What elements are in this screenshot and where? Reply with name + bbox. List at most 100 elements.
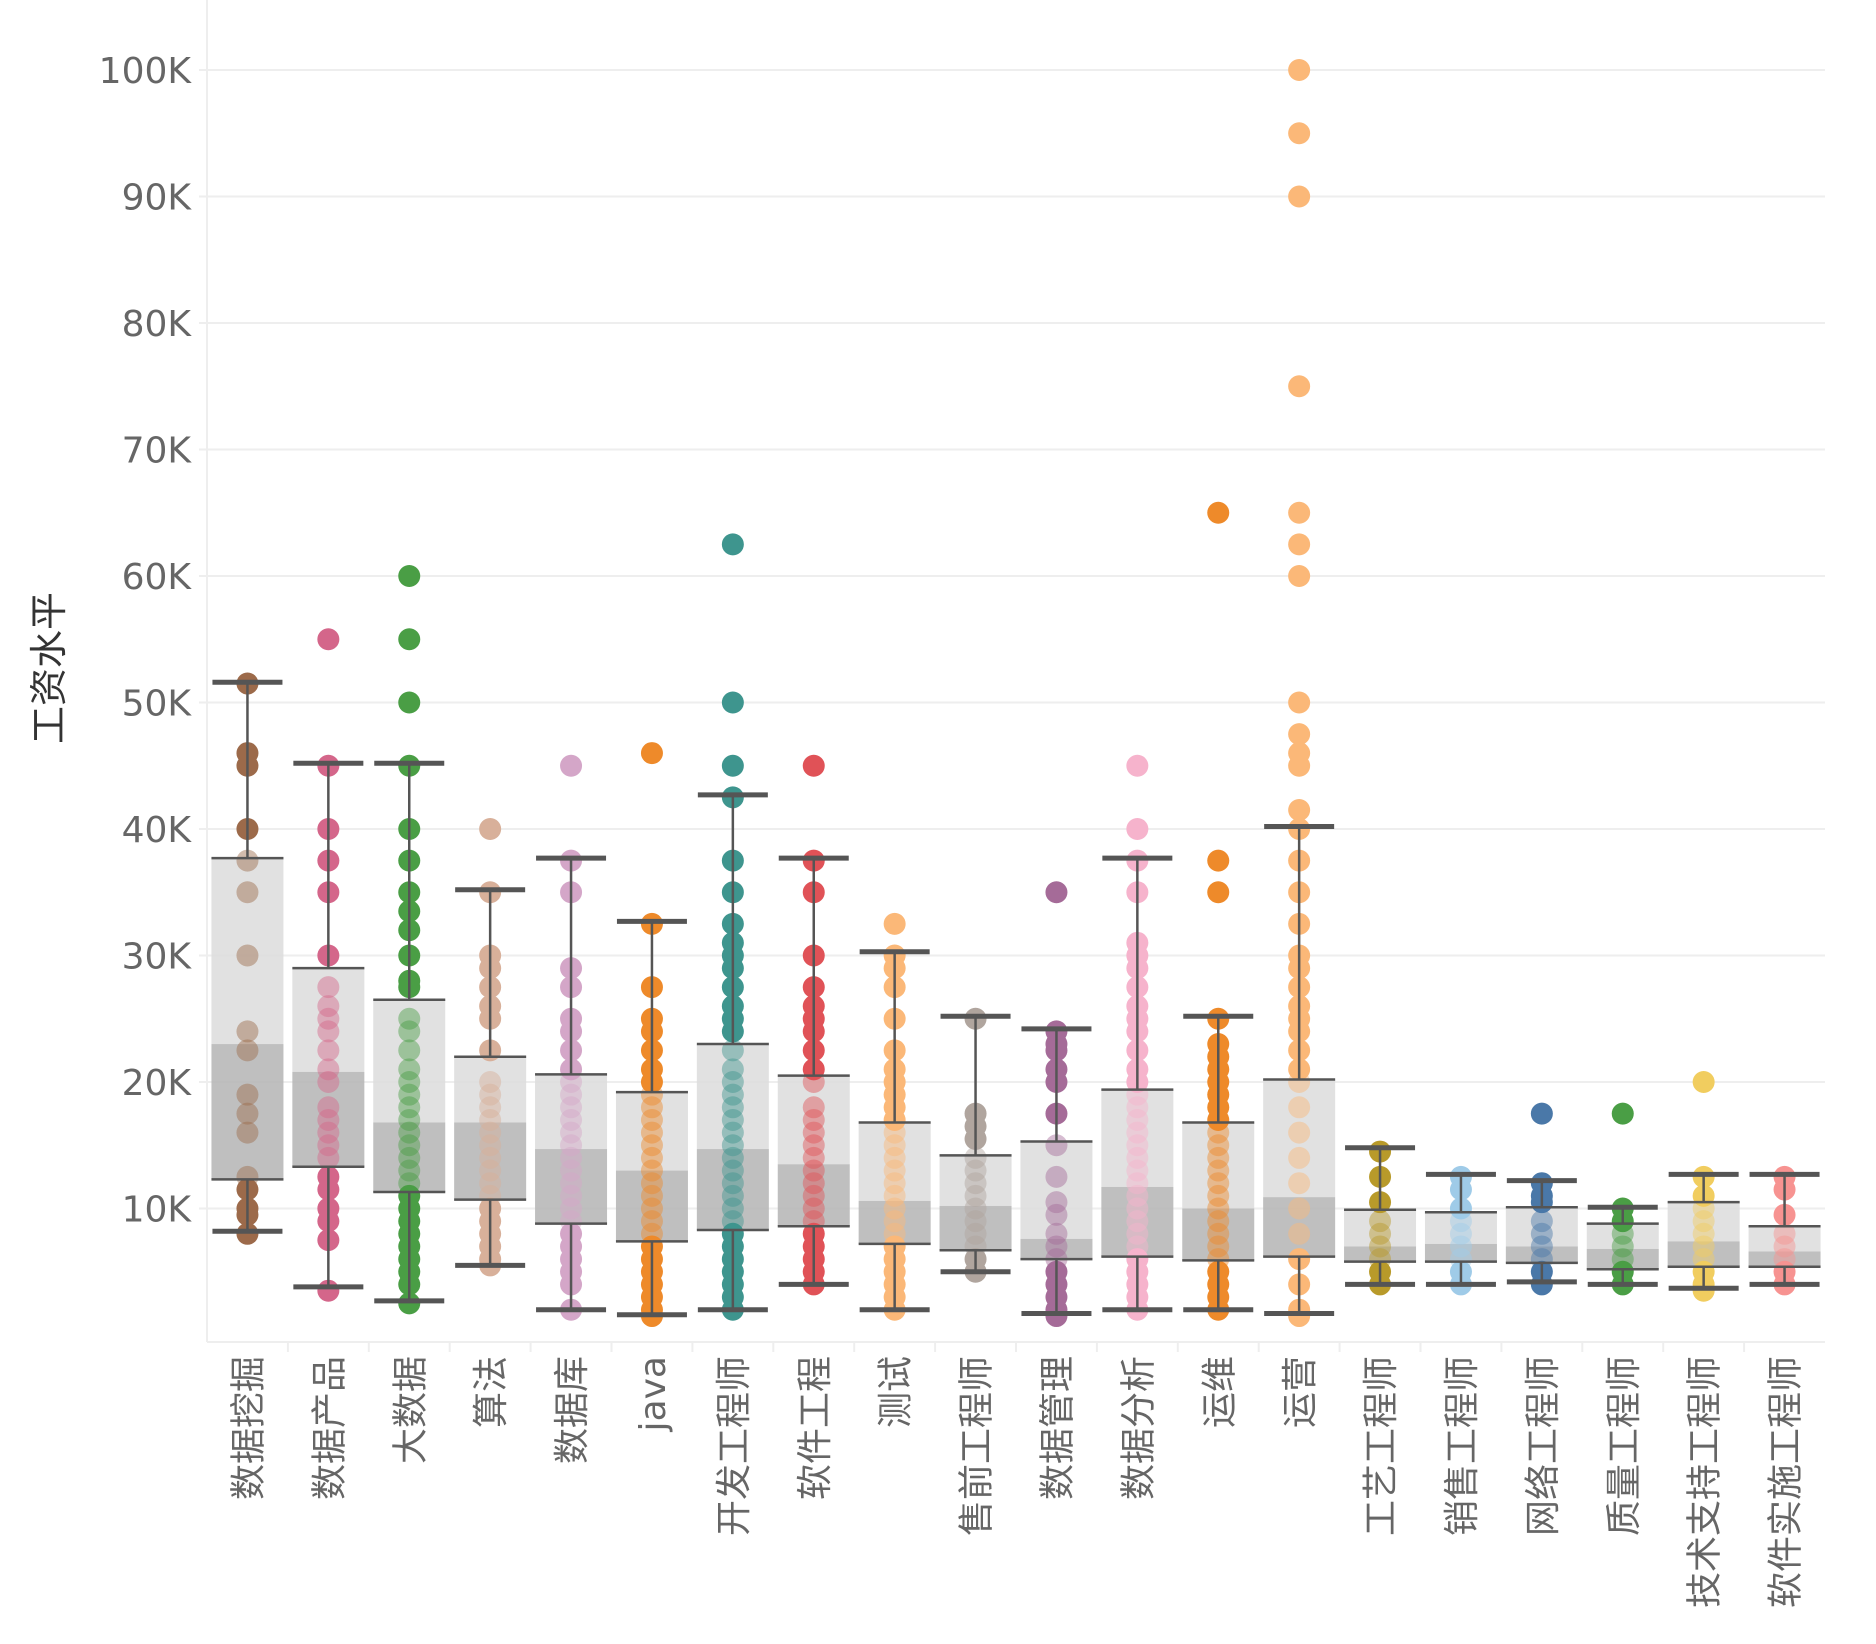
data-point xyxy=(560,1146,583,1169)
data-point xyxy=(398,1159,421,1182)
data-point xyxy=(479,1121,502,1144)
x-category-label: 软件实施工程师 xyxy=(1766,1356,1807,1608)
data-point xyxy=(479,1108,502,1131)
x-category-label: 运营 xyxy=(1280,1356,1321,1428)
data-point xyxy=(1126,1197,1149,1220)
data-point xyxy=(1207,1235,1230,1258)
y-axis-title: 工资水平 xyxy=(27,592,71,744)
data-point xyxy=(883,1146,906,1169)
data-point xyxy=(1288,533,1311,556)
data-point xyxy=(1207,501,1230,524)
data-point xyxy=(964,1222,987,1245)
box-lower xyxy=(1748,1251,1821,1267)
box-upper xyxy=(858,1122,931,1201)
data-point xyxy=(1692,1071,1715,1093)
data-point xyxy=(317,1121,340,1144)
data-point xyxy=(1126,1121,1149,1144)
data-point xyxy=(721,1172,744,1195)
box-lower xyxy=(373,1122,446,1193)
box-upper xyxy=(454,1056,527,1123)
data-point xyxy=(1530,1235,1553,1258)
x-category-label: java xyxy=(633,1356,674,1432)
data-point xyxy=(802,1146,825,1169)
data-point xyxy=(560,1071,583,1093)
data-point xyxy=(1207,849,1230,872)
data-point xyxy=(1692,1235,1715,1258)
y-tick-label: 70K xyxy=(122,431,193,472)
box-upper xyxy=(292,968,365,1072)
data-point xyxy=(1126,818,1149,840)
data-point xyxy=(398,1083,421,1106)
data-point xyxy=(1045,1235,1068,1258)
data-point xyxy=(1449,1210,1472,1233)
y-tick-label: 50K xyxy=(122,684,193,725)
data-point xyxy=(398,1071,421,1093)
box-upper xyxy=(373,999,446,1123)
data-point xyxy=(1530,1102,1553,1125)
data-point xyxy=(1045,1191,1068,1214)
data-point xyxy=(964,1159,987,1182)
data-point xyxy=(1530,1210,1553,1233)
data-point xyxy=(721,1108,744,1131)
data-point xyxy=(1692,1222,1715,1245)
data-point xyxy=(1207,1159,1230,1182)
data-point xyxy=(560,1159,583,1182)
data-point xyxy=(640,1159,663,1182)
data-point xyxy=(317,1071,340,1093)
data-point xyxy=(1611,1235,1634,1258)
box-lower xyxy=(292,1071,365,1167)
box-upper xyxy=(535,1074,608,1150)
data-point xyxy=(236,1020,259,1043)
box-lower xyxy=(777,1164,850,1227)
data-point xyxy=(802,1096,825,1119)
data-point xyxy=(479,1134,502,1157)
data-point xyxy=(398,628,421,651)
data-point xyxy=(398,1134,421,1157)
box-lower xyxy=(696,1149,769,1231)
data-point xyxy=(1369,1235,1392,1258)
data-point xyxy=(1045,1222,1068,1245)
data-point xyxy=(479,1159,502,1182)
data-point xyxy=(1530,1273,1553,1296)
data-point xyxy=(883,1210,906,1233)
data-point xyxy=(398,1020,421,1043)
data-point xyxy=(721,533,744,556)
data-point xyxy=(1126,1184,1149,1207)
y-tick-label: 90K xyxy=(122,178,193,219)
data-point xyxy=(883,1159,906,1182)
data-point xyxy=(640,1172,663,1195)
data-point xyxy=(317,995,340,1018)
data-point xyxy=(1207,1146,1230,1169)
data-point xyxy=(1126,1108,1149,1131)
data-point xyxy=(1207,1121,1230,1144)
data-point xyxy=(721,1071,744,1093)
data-point xyxy=(640,1210,663,1233)
data-point xyxy=(236,944,259,967)
data-point xyxy=(1288,565,1311,587)
data-point xyxy=(1126,1146,1149,1169)
data-point xyxy=(560,1184,583,1207)
x-category-label: 开发工程师 xyxy=(714,1356,755,1536)
data-point xyxy=(1288,1197,1311,1220)
data-point xyxy=(236,1121,259,1144)
data-point xyxy=(964,1184,987,1207)
data-point xyxy=(236,1102,259,1125)
box-lower xyxy=(211,1044,284,1180)
data-point xyxy=(640,1146,663,1169)
data-point xyxy=(1126,1172,1149,1195)
box-lower xyxy=(535,1149,608,1224)
data-point xyxy=(398,1292,421,1315)
data-point xyxy=(398,1058,421,1081)
data-point xyxy=(1692,1279,1715,1302)
data-point xyxy=(721,754,744,777)
data-point xyxy=(721,691,744,714)
y-tick-label: 40K xyxy=(122,810,193,851)
data-point xyxy=(479,1146,502,1169)
box-upper xyxy=(1101,1089,1174,1187)
data-point xyxy=(398,565,421,587)
data-point xyxy=(1449,1222,1472,1245)
data-point xyxy=(721,1058,744,1081)
data-point xyxy=(1126,1159,1149,1182)
data-point xyxy=(317,1146,340,1169)
data-point xyxy=(721,1159,744,1182)
